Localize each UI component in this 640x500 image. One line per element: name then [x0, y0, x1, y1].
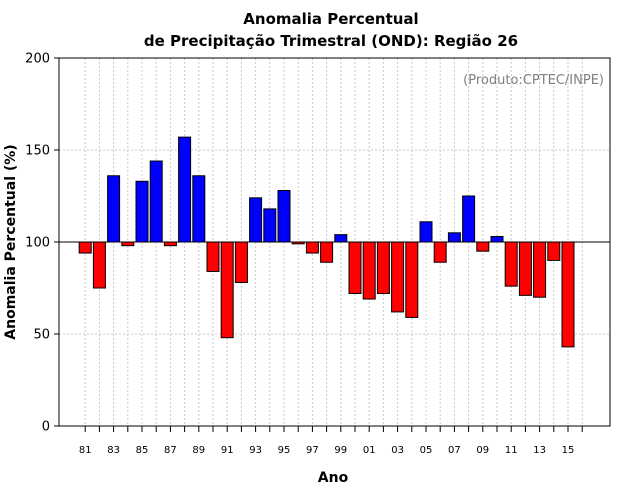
x-tick-label: 91 — [221, 445, 234, 456]
bar-12 — [518, 241, 532, 296]
y-tick-label: 50 — [33, 328, 50, 343]
x-tick-label: 95 — [278, 445, 291, 456]
x-tick-label: 01 — [363, 445, 376, 456]
bar-05 — [419, 221, 433, 243]
x-tick-label: 11 — [505, 445, 518, 456]
y-tick-label: 100 — [25, 236, 50, 251]
bar-08 — [462, 195, 476, 243]
source-note: (Produto:CPTEC/INPE) — [463, 73, 604, 88]
y-tick-label: 150 — [25, 144, 50, 159]
bar-10 — [490, 235, 504, 243]
bar-87 — [163, 241, 177, 247]
x-tick-label: 99 — [334, 445, 347, 456]
y-axis: 0 50 100 150 200 — [25, 52, 59, 435]
bar-07 — [447, 232, 461, 243]
bar-89 — [192, 175, 206, 243]
chart-subtitle: de Precipitação Trimestral (OND): Região… — [144, 32, 518, 50]
bar-09 — [476, 241, 490, 252]
bar-94 — [263, 208, 277, 243]
bar-06 — [433, 241, 447, 263]
chart-title: Anomalia Percentual — [243, 10, 418, 28]
bar-88 — [178, 136, 192, 243]
x-tick-label: 87 — [164, 445, 177, 456]
bar-98 — [320, 241, 334, 263]
bar-90 — [206, 241, 220, 272]
bar-13 — [533, 241, 547, 298]
bar-91 — [220, 241, 234, 339]
y-tick-label: 200 — [25, 52, 50, 67]
bar-92 — [234, 241, 248, 283]
bar-11 — [504, 241, 518, 287]
bar-97 — [305, 241, 319, 254]
bar-84 — [121, 241, 135, 247]
bar-93 — [249, 197, 263, 243]
x-tick-label: 85 — [136, 445, 149, 456]
bar-15 — [561, 241, 575, 348]
bar-03 — [391, 241, 405, 313]
x-tick-label: 89 — [192, 445, 205, 456]
bar-82 — [92, 241, 106, 289]
bar-14 — [547, 241, 561, 261]
x-tick-label: 97 — [306, 445, 319, 456]
x-tick-label: 05 — [420, 445, 433, 456]
x-tick-label: 03 — [391, 445, 404, 456]
bar-04 — [405, 241, 419, 318]
x-tick-label: 83 — [107, 445, 120, 456]
x-axis-label: Ano — [318, 470, 349, 486]
x-tick-label: 13 — [533, 445, 546, 456]
bar-00 — [348, 241, 362, 295]
bar-01 — [362, 241, 376, 300]
bar-81 — [78, 241, 92, 254]
bar-99 — [334, 234, 348, 243]
x-tick-label: 93 — [249, 445, 262, 456]
y-axis-label: Anomalia Percentual (%) — [3, 144, 19, 339]
x-tick-label: 15 — [562, 445, 575, 456]
bar-85 — [135, 180, 149, 243]
x-tick-label: 09 — [476, 445, 489, 456]
bar-86 — [149, 160, 163, 243]
bar-83 — [107, 175, 121, 243]
bars — [78, 136, 575, 348]
y-tick-label: 0 — [42, 420, 50, 435]
bar-02 — [376, 241, 390, 295]
bar-95 — [277, 189, 291, 243]
x-tick-label: 81 — [79, 445, 92, 456]
x-tick-label: 07 — [448, 445, 461, 456]
x-axis: 81 83 85 87 89 91 93 95 97 99 01 03 05 07 09 11 13 15 — [79, 426, 583, 456]
